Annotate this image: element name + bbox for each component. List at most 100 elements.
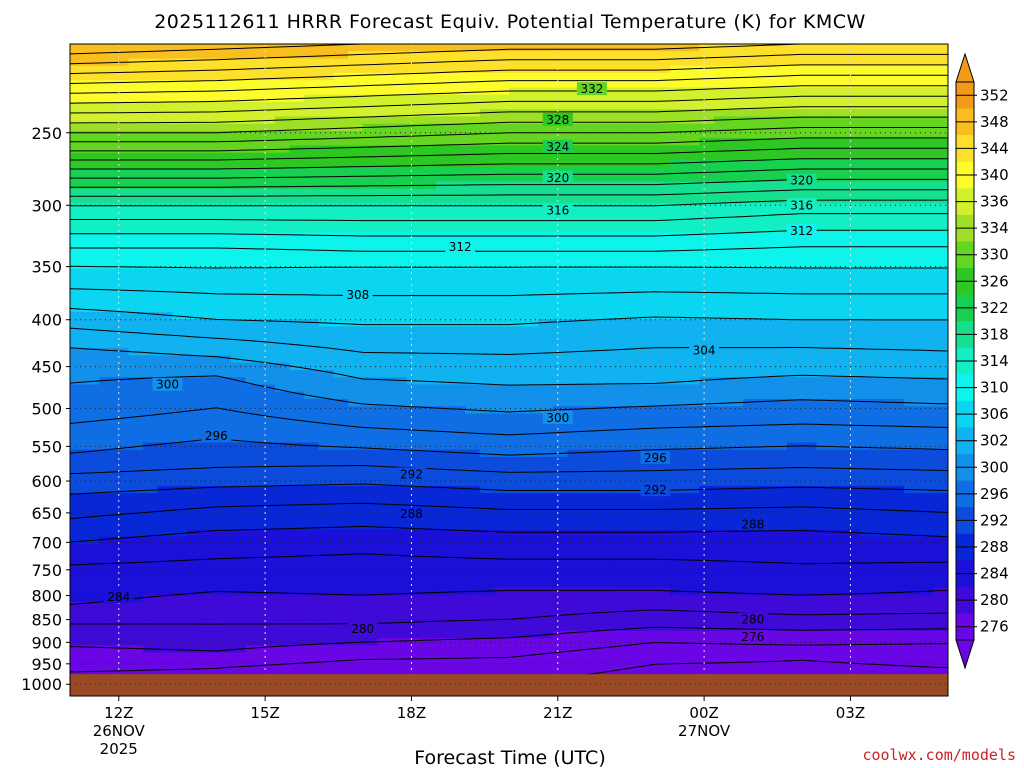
heatmap-cell [787, 594, 803, 603]
heatmap-cell [143, 167, 159, 175]
heatmap-cell [728, 210, 744, 219]
heatmap-cell [523, 188, 539, 197]
heatmap-cell [523, 449, 539, 458]
heatmap-cell [655, 275, 671, 284]
heatmap-cell [289, 123, 305, 132]
heatmap-cell [260, 217, 276, 226]
heatmap-cell [128, 80, 144, 89]
heatmap-cell [655, 138, 671, 147]
heatmap-cell [552, 80, 569, 89]
heatmap-cell [421, 44, 437, 52]
heatmap-cell [933, 529, 948, 538]
heatmap-cell [816, 167, 832, 175]
heatmap-cell [187, 551, 203, 559]
heatmap-cell [333, 80, 349, 89]
heatmap-cell [655, 384, 671, 393]
heatmap-cell [99, 384, 115, 393]
heatmap-cell [640, 500, 656, 509]
heatmap-cell [538, 478, 554, 487]
heatmap-cell [274, 558, 291, 567]
heatmap-cell [787, 435, 803, 444]
heatmap-cell [596, 442, 613, 451]
heatmap-cell [479, 319, 495, 328]
heatmap-cell [918, 442, 934, 451]
heatmap-cell [70, 377, 86, 386]
heatmap-cell [216, 225, 232, 233]
heatmap-cell [143, 312, 159, 320]
heatmap-cell [772, 551, 788, 559]
heatmap-cell [669, 507, 686, 516]
heatmap-cell [567, 485, 583, 494]
heatmap-cell [904, 384, 920, 393]
heatmap-cell [230, 167, 247, 175]
heatmap-cell [626, 601, 642, 610]
heatmap-cell [333, 196, 349, 204]
heatmap-cell [874, 130, 891, 139]
heatmap-cell [333, 254, 349, 262]
heatmap-cell [830, 391, 847, 400]
heatmap-cell [523, 254, 539, 262]
heatmap-cell [99, 493, 115, 501]
heatmap-cell [904, 420, 920, 429]
heatmap-cell [84, 384, 100, 393]
heatmap-cell [669, 609, 686, 617]
heatmap-cell [772, 304, 788, 313]
heatmap-cell [304, 609, 320, 617]
heatmap-cell [655, 355, 671, 364]
heatmap-cell [143, 261, 159, 270]
heatmap-cell [216, 601, 232, 610]
heatmap-cell [552, 297, 569, 306]
heatmap-cell [816, 174, 832, 183]
heatmap-cell [669, 196, 686, 204]
heatmap-cell [567, 391, 583, 400]
heatmap-cell [450, 543, 466, 552]
heatmap-cell [289, 471, 305, 480]
heatmap-cell [918, 623, 934, 632]
heatmap-cell [845, 601, 861, 610]
heatmap-cell [933, 72, 948, 81]
heatmap-cell [830, 377, 847, 386]
heatmap-cell [509, 522, 525, 530]
heatmap-cell [318, 123, 334, 132]
heatmap-cell [889, 464, 905, 473]
heatmap-cell [377, 507, 393, 516]
heatmap-cell [757, 601, 773, 610]
heatmap-cell [157, 551, 174, 559]
heatmap-cell [772, 159, 788, 168]
heatmap-cell [143, 543, 159, 552]
heatmap-cell [538, 464, 554, 473]
heatmap-cell [538, 572, 554, 581]
heatmap-cell [582, 94, 598, 103]
heatmap-cell [70, 464, 86, 473]
heatmap-cell [757, 116, 773, 125]
heatmap-cell [318, 225, 334, 233]
heatmap-cell [128, 587, 144, 596]
heatmap-cell [216, 630, 232, 639]
heatmap-cell [582, 312, 598, 320]
heatmap-cell [318, 362, 334, 371]
heatmap-cell [494, 572, 510, 581]
heatmap-cell [509, 333, 525, 342]
heatmap-cell [84, 449, 100, 458]
heatmap-cell [567, 312, 583, 320]
heatmap-cell [626, 623, 642, 632]
heatmap-cell [713, 442, 730, 451]
heatmap-cell [406, 362, 422, 371]
heatmap-cell [172, 435, 188, 444]
heatmap-cell [406, 427, 422, 436]
heatmap-cell [421, 167, 437, 175]
heatmap-cell [406, 413, 422, 422]
heatmap-cell [128, 478, 144, 487]
heatmap-cell [874, 478, 891, 487]
heatmap-cell [406, 370, 422, 378]
heatmap-cell [845, 138, 861, 147]
heatmap-cell [450, 225, 466, 233]
heatmap-cell [128, 225, 144, 233]
heatmap-cell [582, 319, 598, 328]
heatmap-cell [70, 355, 86, 364]
heatmap-cell [435, 442, 452, 451]
heatmap-cell [757, 123, 773, 132]
heatmap-cell [523, 493, 539, 501]
heatmap-cell [245, 304, 261, 313]
heatmap-cell [626, 58, 642, 67]
